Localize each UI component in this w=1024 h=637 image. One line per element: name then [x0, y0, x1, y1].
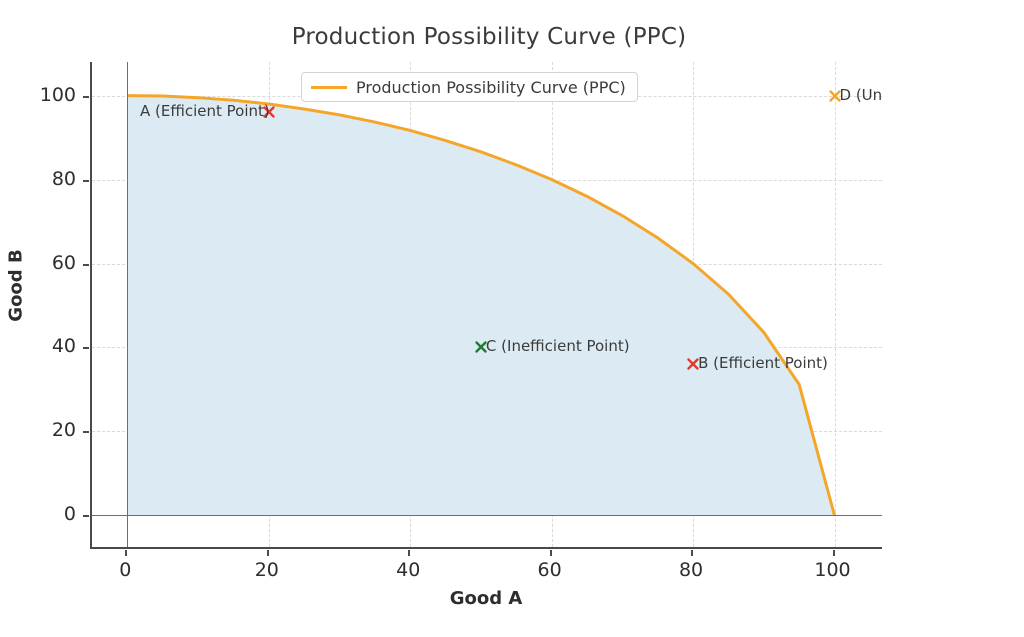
- y-tick-label-0: 0: [63, 503, 76, 526]
- plot-area: A (Efficient Point) B (Efficient Point) C …: [90, 62, 882, 549]
- x-tick-label-80: 80: [678, 559, 704, 581]
- point-marker-b: [687, 358, 699, 370]
- point-marker-d: [828, 89, 841, 102]
- x-tick-mark-80: [691, 550, 694, 556]
- point-label-c: C (Inefficient Point): [485, 337, 630, 356]
- chart-title: Production Possibility Curve (PPC): [291, 24, 687, 50]
- y-tick-mark-100: [83, 95, 89, 98]
- point-label-b: B (Efficient Point): [698, 354, 828, 373]
- legend-entry-label: Production Possibility Curve (PPC): [356, 77, 626, 97]
- x-tick-label-20: 20: [254, 559, 279, 581]
- x-axis-label: Good A: [449, 588, 523, 609]
- legend-line-swatch: [311, 85, 347, 89]
- zero-line-horizontal: [92, 515, 882, 517]
- y-tick-label-80: 80: [51, 167, 76, 190]
- y-tick-mark-0: [83, 515, 89, 518]
- point-label-a: A (Efficient Point): [140, 102, 270, 121]
- y-axis-label: Good B: [5, 249, 27, 322]
- x-tick-mark-60: [549, 550, 552, 556]
- x-tick-mark-100: [832, 550, 835, 556]
- x-tick-label-60: 60: [537, 559, 562, 581]
- point-label-d: D (Unattainable Point): [839, 85, 883, 104]
- ppc-fill-area: [127, 95, 835, 516]
- chart-legend: Production Possibility Curve (PPC): [301, 72, 638, 102]
- point-marker-a: [263, 106, 275, 119]
- y-tick-label-40: 40: [51, 335, 76, 358]
- gridline-vertical-100: [834, 62, 836, 547]
- x-tick-label-100: 100: [814, 559, 851, 581]
- y-tick-mark-60: [83, 263, 89, 266]
- ppc-curve-svg: [127, 94, 836, 516]
- ppc-curve-line: [127, 94, 836, 516]
- x-tick-mark-0: [125, 550, 128, 556]
- point-marker-c: [475, 341, 487, 354]
- plot-inner: A (Efficient Point) B (Efficient Point) C …: [92, 62, 882, 547]
- y-tick-label-100: 100: [39, 83, 76, 106]
- x-tick-mark-40: [408, 550, 411, 556]
- x-tick-label-40: 40: [396, 559, 421, 581]
- y-tick-mark-20: [83, 431, 89, 434]
- y-tick-mark-40: [83, 347, 89, 350]
- y-tick-label-60: 60: [51, 251, 76, 274]
- zero-line-vertical: [127, 62, 129, 547]
- x-tick-label-0: 0: [119, 559, 132, 581]
- y-tick-mark-80: [83, 179, 89, 182]
- y-tick-label-20: 20: [51, 419, 76, 442]
- x-tick-mark-20: [266, 550, 269, 556]
